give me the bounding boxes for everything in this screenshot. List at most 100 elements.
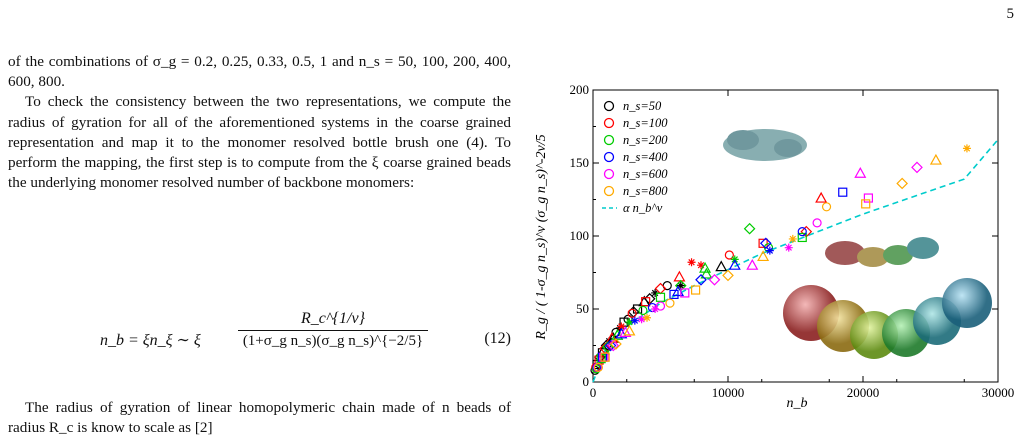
data-point	[724, 250, 734, 260]
equation-lhs: n_b = ξn_ξ ∼ ξ	[100, 332, 201, 349]
bottle-brush-blob-middle	[825, 237, 939, 267]
equation-fraction: R_c^{1/ν} (1+σ_g n_s)(σ_g n_s)^{−2/5}	[238, 310, 428, 350]
data-point	[651, 288, 660, 297]
data-point	[669, 289, 679, 299]
data-point	[602, 341, 614, 353]
data-point	[651, 305, 660, 313]
data-point	[676, 281, 685, 290]
data-point	[593, 362, 604, 372]
data-point	[854, 166, 867, 178]
legend-label: n_s=600	[623, 167, 668, 181]
x-tick-label: 10000	[712, 385, 745, 400]
data-point	[797, 227, 807, 237]
data-point	[784, 243, 793, 252]
data-point	[929, 153, 942, 165]
data-point	[643, 313, 651, 322]
data-point	[600, 352, 610, 362]
data-point	[627, 308, 637, 318]
bottle-brush-blob-top	[723, 129, 807, 161]
data-point	[687, 258, 696, 267]
fraction-bar	[238, 330, 428, 331]
data-point	[722, 269, 734, 282]
data-point	[812, 218, 822, 228]
x-tick-label: 20000	[847, 385, 880, 400]
data-point	[838, 187, 848, 197]
data-point	[699, 261, 712, 273]
data-point	[610, 338, 622, 350]
intro-paragraph: of the combinations of σ_g = 0.2, 0.25, …	[8, 53, 511, 91]
bottle-brush-spheres	[783, 278, 992, 359]
legend-label: n_s=400	[623, 150, 668, 164]
svg-text:R_g / ( 1-σ_g n_s)^ν (σ_g n_s): R_g / ( 1-σ_g n_s)^ν (σ_g n_s)^-2ν/5	[534, 134, 549, 340]
y-tick-label: 0	[583, 374, 590, 389]
data-point	[665, 298, 675, 308]
data-point	[911, 161, 923, 174]
legend: n_s=50 n_s=100 n_s=200 n_s=400 n_s=600 n_s=80…	[602, 99, 668, 215]
data-point	[615, 327, 628, 339]
legend-marker	[603, 117, 615, 129]
data-point	[623, 324, 636, 336]
legend-label: n_s=200	[623, 133, 668, 147]
paragraph-radius: The radius of gyration of linear homopol…	[8, 399, 511, 437]
equation-numerator: R_c^{1/ν}	[301, 310, 365, 327]
data-point	[604, 339, 617, 352]
data-point	[619, 326, 632, 337]
data-point	[700, 267, 713, 279]
data-point	[697, 261, 705, 270]
x-tick-label: 0	[590, 385, 597, 400]
paragraph-mapping: To check the consistency between the two…	[8, 93, 511, 192]
data-point	[788, 234, 797, 243]
data-point	[625, 318, 634, 327]
data-point	[863, 193, 873, 203]
equation-number: (12)	[484, 330, 511, 347]
data-point	[746, 258, 759, 270]
data-point	[680, 288, 690, 298]
data-point	[896, 177, 908, 190]
data-point	[617, 322, 626, 331]
y-tick-label: 100	[570, 228, 590, 243]
data-point	[690, 285, 701, 295]
legend-marker	[603, 100, 615, 112]
data-point	[607, 339, 620, 352]
data-point	[673, 270, 686, 282]
legend-label: n_s=100	[623, 116, 668, 130]
data-point	[662, 281, 672, 291]
legend-label: n_s=800	[623, 184, 668, 198]
scaling-plot: 0 10000 20000 30000 0 50 100 150 200	[534, 82, 1015, 410]
data-point	[630, 316, 639, 325]
legend-marker	[603, 168, 615, 180]
data-point	[861, 199, 871, 209]
equation-denominator: (1+σ_g n_s)(σ_g n_s)^{−2/5}	[242, 333, 424, 349]
x-axis-label: n_b	[787, 396, 808, 410]
data-point	[637, 315, 646, 324]
data-point	[765, 246, 774, 255]
legend-label: n_s=50	[623, 99, 662, 113]
y-tick-label: 200	[570, 82, 590, 97]
data-point	[797, 232, 807, 243]
data-point	[638, 305, 648, 316]
x-tick-label: 30000	[982, 385, 1015, 400]
legend-marker	[603, 151, 615, 163]
equation-12: n_b = ξn_ξ ∼ ξ R_c^{1/ν} (1+σ_g n_s)(σ_g…	[8, 300, 511, 370]
data-point	[641, 297, 651, 307]
page-number: 5	[1006, 6, 1015, 22]
data-point	[759, 237, 772, 250]
data-point	[728, 258, 741, 270]
data-point	[655, 292, 666, 302]
data-point	[708, 273, 721, 286]
text-column: of the combinations of σ_g = 0.2, 0.25, …	[8, 52, 511, 193]
legend-marker	[603, 185, 615, 197]
data-point	[962, 144, 971, 153]
y-tick-label: 150	[570, 155, 590, 170]
data-point	[715, 260, 728, 272]
y-tick-label: 50	[576, 301, 589, 316]
data-point	[815, 191, 828, 203]
legend-marker	[603, 134, 615, 146]
data-point	[611, 329, 624, 340]
legend-fit-label: α n_b^ν	[623, 201, 663, 215]
data-point	[695, 273, 707, 286]
data-point	[821, 202, 832, 212]
data-point	[757, 250, 770, 262]
data-point	[743, 222, 756, 235]
